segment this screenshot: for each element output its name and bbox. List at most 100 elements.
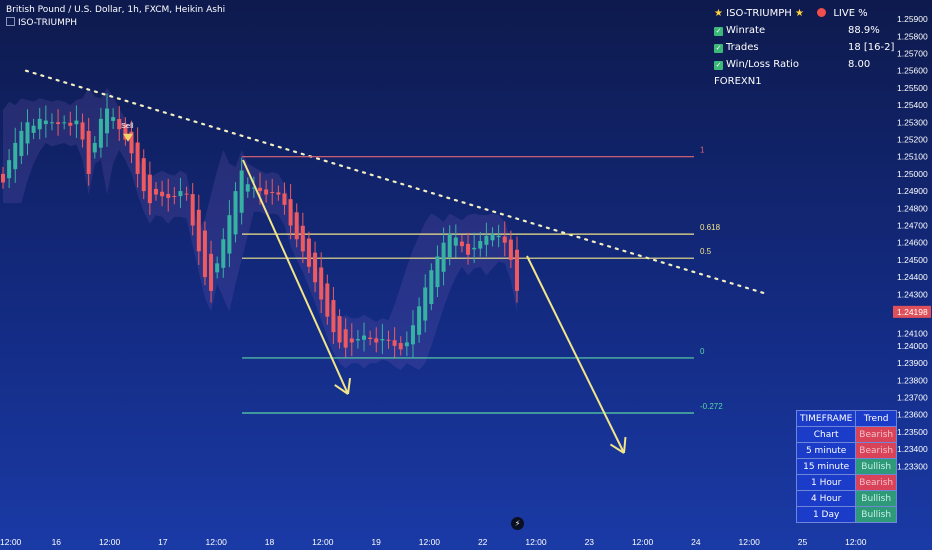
candle-body — [98, 118, 103, 148]
candle-body — [123, 124, 128, 140]
table-header: Trend — [855, 410, 898, 427]
trend-cell: Bearish — [855, 474, 898, 491]
candle-body — [74, 120, 79, 125]
candle-body — [484, 235, 489, 245]
stats-header: ★ ISO-TRIUMPH ★ LIVE % — [714, 8, 868, 19]
y-tick-label: 1.25000 — [897, 169, 928, 179]
trendline — [24, 69, 770, 296]
table-cell: 15 minute — [795, 458, 857, 475]
fib-label: 0.5 — [700, 247, 712, 256]
fib-label: 1 — [700, 146, 705, 155]
candle-body — [160, 191, 165, 197]
candle-body — [508, 239, 513, 260]
y-tick-label: 1.23800 — [897, 375, 928, 385]
y-tick-label: 1.25100 — [897, 152, 928, 162]
candle-body — [258, 187, 262, 192]
candle-body — [386, 339, 391, 341]
checkmark-icon: ✓ — [714, 61, 723, 70]
indicator-name: ISO-TRIUMPH — [18, 18, 78, 28]
candle-body — [368, 337, 373, 340]
x-tick-label: 17 — [158, 537, 168, 547]
stats-row-winrate: ✓ Winrate — [714, 25, 765, 36]
y-tick-label: 1.24300 — [897, 289, 928, 299]
candle-body — [31, 125, 36, 133]
candle-body — [251, 187, 256, 189]
x-tick-label: 24 — [691, 537, 701, 547]
candle-body — [196, 209, 201, 252]
table-row: 5 minute Bearish — [795, 442, 898, 459]
x-tick-label: 25 — [798, 537, 808, 547]
annotations: Sell — [121, 121, 134, 142]
symbol-title[interactable]: British Pound / U.S. Dollar, 1h, FXCM, H… — [6, 5, 226, 15]
trend-cell: Bullish — [855, 490, 898, 507]
candle-body — [172, 195, 177, 197]
fib-label: -0.272 — [700, 402, 723, 411]
candle-body — [56, 122, 61, 125]
x-tick-label: 18 — [265, 537, 275, 547]
arrow-head — [347, 378, 352, 395]
live-label: LIVE % — [833, 8, 868, 19]
table-row: 1 Hour Bearish — [795, 474, 898, 491]
candle-body — [306, 238, 311, 267]
stats-label: Winrate — [726, 25, 766, 36]
y-tick-label: 1.23700 — [897, 393, 928, 403]
trend-cell: Bearish — [855, 442, 898, 459]
candle-body — [190, 194, 195, 226]
y-tick-label: 1.24000 — [897, 341, 928, 351]
candle-body — [288, 199, 293, 226]
lightning-icon[interactable]: ⚡ — [511, 517, 524, 530]
candle-body — [380, 339, 385, 341]
arrows — [242, 159, 627, 454]
x-tick-label: 22 — [478, 537, 488, 547]
candle-body — [349, 338, 354, 343]
trend-cell: Bullish — [855, 458, 898, 475]
candle-body — [178, 191, 183, 197]
table-cell: Chart — [795, 426, 857, 443]
candle-body — [135, 142, 140, 174]
candle-body — [19, 130, 24, 157]
y-tick-label: 1.24600 — [897, 238, 928, 248]
arrow-shaft — [526, 255, 625, 454]
candle-body — [105, 108, 110, 134]
candle-body — [37, 118, 42, 130]
candle-body — [117, 119, 122, 130]
candle-body — [319, 267, 324, 300]
candle-body — [429, 270, 434, 304]
candle-body — [294, 212, 299, 240]
cloud-band — [3, 87, 517, 370]
trend-cell: Bullish — [855, 506, 898, 523]
y-tick-label: 1.25500 — [897, 83, 928, 93]
table-row: 15 minute Bullish — [795, 458, 898, 475]
sell-signal-marker — [123, 133, 133, 142]
table-cell: 4 Hour — [795, 490, 857, 507]
candle-body — [404, 342, 409, 347]
x-tick-label: 12:00 — [525, 537, 547, 547]
candle-body — [86, 130, 91, 174]
indicator-title[interactable]: ISO-TRIUMPH — [6, 17, 77, 28]
fib-label: 0 — [700, 347, 705, 356]
stats-row-ratio: ✓ Win/Loss Ratio — [714, 59, 799, 70]
y-tick-label: 1.24900 — [897, 186, 928, 196]
candle-body — [423, 287, 428, 321]
x-tick-label: 16 — [52, 537, 62, 547]
y-tick-label: 1.24100 — [897, 329, 928, 339]
candle-body — [325, 283, 330, 317]
x-tick-label: 19 — [371, 537, 381, 547]
candle-body — [25, 122, 30, 144]
x-tick-label: 12:00 — [419, 537, 441, 547]
candle-body — [184, 193, 189, 195]
table-row: 4 Hour Bullish — [795, 490, 898, 507]
candle-body — [270, 191, 275, 193]
candle-body — [233, 191, 238, 235]
live-dot-icon — [817, 8, 827, 17]
y-tick-label: 1.25300 — [897, 117, 928, 127]
candle-body — [43, 120, 48, 125]
candle-body — [227, 215, 232, 254]
x-tick-label: 12:00 — [739, 537, 761, 547]
candle-body — [392, 340, 397, 346]
candle-body — [515, 249, 519, 291]
candle-body — [478, 240, 483, 249]
y-tick-label: 1.24500 — [897, 255, 928, 265]
star-icon: ★ — [714, 8, 723, 19]
